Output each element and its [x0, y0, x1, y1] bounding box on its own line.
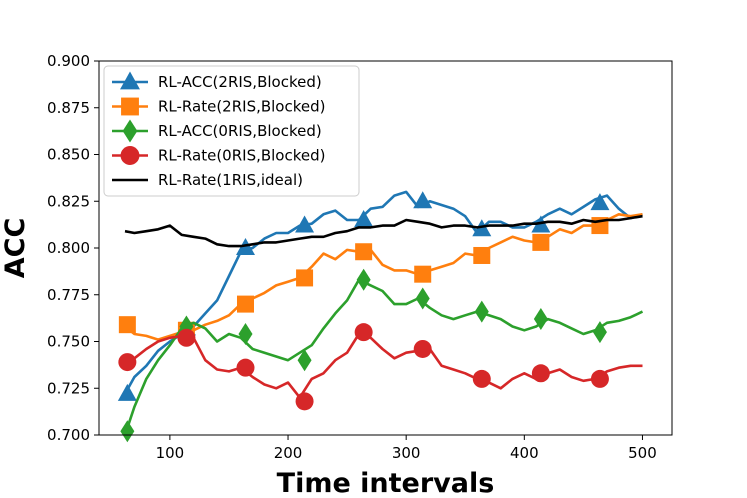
series-line — [124, 213, 643, 341]
data-point — [413, 339, 432, 358]
data-point — [296, 269, 314, 287]
y-tick-label: 0.825 — [47, 192, 90, 210]
legend-item: RL-ACC(0RIS,Blocked) — [112, 119, 322, 143]
y-axis-label: ACC — [0, 218, 31, 279]
legend-item: RL-ACC(2RIS,Blocked) — [112, 71, 322, 91]
data-point — [474, 300, 489, 323]
legend-label: RL-ACC(2RIS,Blocked) — [158, 73, 322, 91]
legend-marker — [120, 146, 140, 165]
x-tick-label: 200 — [274, 444, 303, 462]
data-point — [236, 358, 255, 377]
y-tick-label: 0.725 — [47, 379, 90, 397]
data-point — [355, 243, 373, 261]
legend-marker — [121, 97, 139, 116]
data-point — [177, 328, 196, 347]
data-point — [356, 268, 371, 291]
legend: RL-ACC(2RIS,Blocked) RL-Rate(2RIS,Blocked… — [103, 65, 360, 197]
y-tick-label: 0.775 — [47, 286, 90, 304]
series-layer — [117, 190, 644, 443]
data-point — [118, 353, 137, 372]
data-point — [295, 215, 315, 233]
x-tick-label: 400 — [510, 444, 539, 462]
data-point — [590, 193, 610, 211]
y-tick-label: 0.850 — [47, 146, 90, 164]
data-point — [592, 321, 607, 344]
series-line — [124, 214, 643, 248]
legend-item: RL-Rate(1RIS,ideal) — [112, 171, 303, 189]
legend-marker — [120, 71, 140, 90]
y-axis: 0.700 0.725 0.750 0.775 0.800 0.825 0.850 0.875… — [47, 52, 99, 444]
y-tick-label: 0.800 — [47, 239, 90, 257]
legend-item: RL-Rate(2RIS,Blocked) — [112, 98, 326, 116]
y-tick-label: 0.750 — [47, 333, 90, 351]
data-point — [533, 308, 548, 331]
y-tick-label: 0.700 — [47, 426, 90, 444]
x-tick-label: 500 — [628, 444, 657, 462]
series-line — [123, 190, 643, 395]
y-tick-label: 0.875 — [47, 99, 90, 117]
legend-label: RL-Rate(2RIS,Blocked) — [158, 98, 326, 116]
data-point — [531, 364, 550, 383]
x-tick-label: 100 — [156, 444, 185, 462]
data-point — [120, 420, 135, 443]
data-point — [473, 246, 491, 264]
data-point — [472, 369, 491, 388]
series-3 — [120, 268, 644, 443]
data-point — [415, 287, 430, 310]
legend-label: RL-Rate(1RIS,ideal) — [158, 171, 303, 189]
data-point — [295, 392, 314, 411]
y-tick-label: 0.900 — [47, 52, 90, 70]
data-point — [118, 316, 136, 334]
data-point — [532, 233, 550, 251]
data-point — [590, 369, 609, 388]
legend-item: RL-Rate(0RIS,Blocked) — [112, 146, 326, 165]
x-tick-label: 300 — [392, 444, 421, 462]
x-axis-label: Time intervals — [277, 468, 495, 498]
series-4 — [118, 323, 643, 411]
legend-label: RL-Rate(0RIS,Blocked) — [158, 147, 326, 165]
legend-box — [103, 65, 360, 197]
data-point — [117, 383, 137, 401]
data-point — [354, 209, 374, 227]
data-point — [297, 349, 312, 372]
data-point — [354, 323, 373, 342]
legend-label: RL-ACC(0RIS,Blocked) — [158, 122, 322, 140]
legend-marker — [122, 119, 138, 143]
data-point — [413, 191, 433, 209]
data-point — [236, 295, 254, 313]
data-point — [414, 265, 432, 283]
series-line — [123, 278, 644, 436]
series-line — [124, 332, 643, 399]
x-axis: 100 200 300 400 500 — [156, 435, 657, 462]
data-point — [238, 323, 253, 346]
series-5 — [124, 214, 643, 248]
